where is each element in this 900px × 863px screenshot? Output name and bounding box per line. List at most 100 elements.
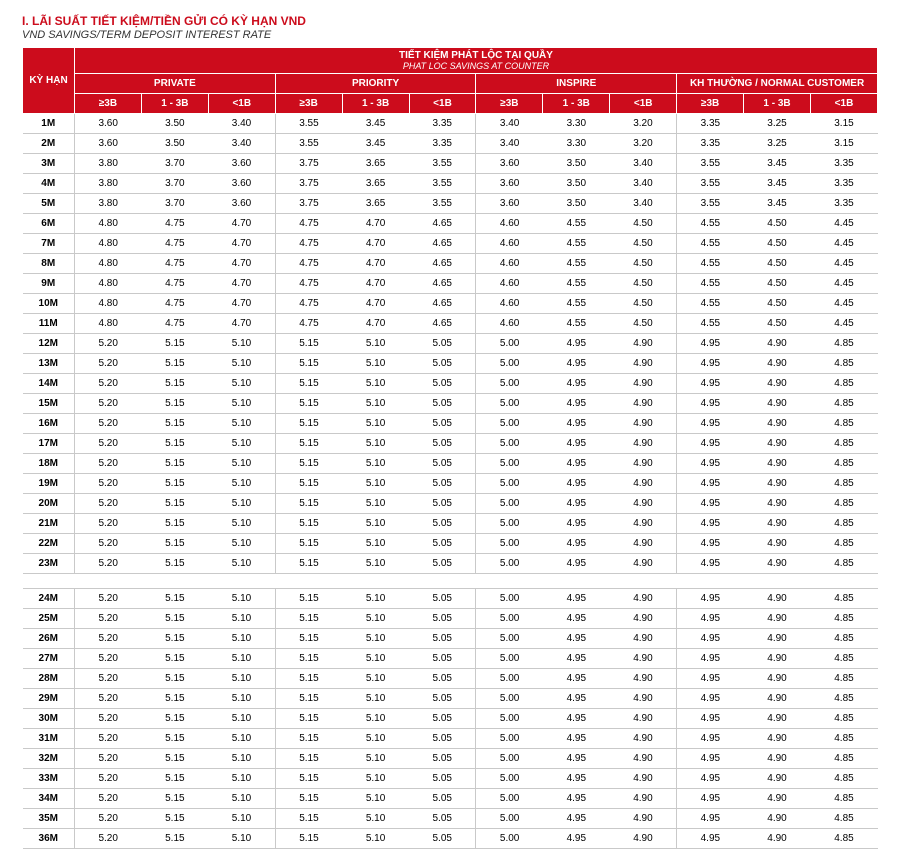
table-row: 25M5.205.155.105.155.105.055.004.954.904…	[23, 609, 878, 629]
value-cell: 5.15	[141, 394, 208, 414]
value-cell: 4.85	[810, 414, 877, 434]
value-cell: 5.15	[141, 609, 208, 629]
value-cell: 4.90	[744, 454, 811, 474]
term-cell: 35M	[23, 809, 75, 829]
term-cell: 29M	[23, 689, 75, 709]
value-cell: 5.10	[342, 749, 409, 769]
value-cell: 4.95	[677, 534, 744, 554]
value-cell: 5.05	[409, 474, 476, 494]
header-tier: 1 - 3B	[141, 94, 208, 114]
value-cell: 5.10	[342, 514, 409, 534]
header-tier: ≥3B	[677, 94, 744, 114]
value-cell: 4.95	[677, 334, 744, 354]
table-row: 22M5.205.155.105.155.105.055.004.954.904…	[23, 534, 878, 554]
table-row: 27M5.205.155.105.155.105.055.004.954.904…	[23, 649, 878, 669]
value-cell: 4.55	[677, 234, 744, 254]
value-cell: 3.20	[610, 134, 677, 154]
value-cell: 3.40	[476, 114, 543, 134]
header-tier: ≥3B	[476, 94, 543, 114]
value-cell: 3.65	[342, 154, 409, 174]
value-cell: 4.75	[141, 214, 208, 234]
value-cell: 4.50	[610, 314, 677, 334]
value-cell: 5.10	[208, 534, 275, 554]
value-cell: 4.45	[810, 274, 877, 294]
value-cell: 3.50	[543, 194, 610, 214]
value-cell: 4.70	[342, 274, 409, 294]
value-cell: 5.20	[75, 689, 142, 709]
value-cell: 4.85	[810, 649, 877, 669]
value-cell: 4.95	[543, 434, 610, 454]
value-cell: 4.55	[677, 214, 744, 234]
value-cell: 4.95	[677, 374, 744, 394]
value-cell: 4.85	[810, 514, 877, 534]
value-cell: 4.90	[744, 749, 811, 769]
value-cell: 5.10	[342, 589, 409, 609]
value-cell: 4.95	[677, 729, 744, 749]
header-group-private: PRIVATE	[75, 74, 276, 94]
term-cell: 20M	[23, 494, 75, 514]
value-cell: 4.65	[409, 234, 476, 254]
value-cell: 5.15	[141, 649, 208, 669]
value-cell: 4.95	[677, 434, 744, 454]
value-cell: 4.95	[543, 454, 610, 474]
header-group-priority: PRIORITY	[275, 74, 476, 94]
header-group-normal: KH THƯỜNG / NORMAL CUSTOMER	[677, 74, 878, 94]
value-cell: 4.60	[476, 314, 543, 334]
value-cell: 4.90	[610, 534, 677, 554]
value-cell: 4.55	[677, 254, 744, 274]
value-cell: 5.10	[342, 789, 409, 809]
value-cell: 5.20	[75, 394, 142, 414]
value-cell: 5.10	[342, 414, 409, 434]
table-row: 5M3.803.703.603.753.653.553.603.503.403.…	[23, 194, 878, 214]
value-cell: 5.00	[476, 729, 543, 749]
value-cell: 3.60	[75, 134, 142, 154]
value-cell: 5.15	[141, 554, 208, 574]
value-cell: 4.45	[810, 314, 877, 334]
value-cell: 3.80	[75, 174, 142, 194]
value-cell: 4.95	[543, 514, 610, 534]
value-cell: 5.15	[275, 394, 342, 414]
spacer-row	[23, 574, 878, 589]
value-cell: 3.35	[409, 114, 476, 134]
value-cell: 3.45	[744, 174, 811, 194]
value-cell: 4.50	[610, 214, 677, 234]
value-cell: 4.75	[275, 314, 342, 334]
value-cell: 4.90	[744, 514, 811, 534]
value-cell: 4.85	[810, 749, 877, 769]
value-cell: 4.95	[543, 809, 610, 829]
value-cell: 5.05	[409, 589, 476, 609]
value-cell: 4.95	[543, 789, 610, 809]
term-cell: 2M	[23, 134, 75, 154]
value-cell: 4.90	[610, 414, 677, 434]
value-cell: 3.60	[75, 114, 142, 134]
value-cell: 5.05	[409, 414, 476, 434]
value-cell: 3.20	[610, 114, 677, 134]
value-cell: 5.15	[275, 514, 342, 534]
term-cell: 13M	[23, 354, 75, 374]
value-cell: 5.15	[141, 494, 208, 514]
value-cell: 4.90	[610, 474, 677, 494]
value-cell: 4.70	[208, 254, 275, 274]
value-cell: 4.95	[543, 334, 610, 354]
value-cell: 4.85	[810, 629, 877, 649]
value-cell: 5.10	[342, 434, 409, 454]
value-cell: 5.15	[141, 769, 208, 789]
value-cell: 4.90	[744, 394, 811, 414]
value-cell: 5.00	[476, 474, 543, 494]
value-cell: 5.00	[476, 689, 543, 709]
table-row: 28M5.205.155.105.155.105.055.004.954.904…	[23, 669, 878, 689]
value-cell: 4.90	[610, 669, 677, 689]
value-cell: 5.15	[141, 829, 208, 849]
value-cell: 5.10	[342, 454, 409, 474]
value-cell: 5.20	[75, 454, 142, 474]
header-tier: <1B	[208, 94, 275, 114]
value-cell: 5.15	[141, 454, 208, 474]
header-top-main: TIẾT KIỆM PHÁT LỘC TẠI QUẦY	[399, 50, 553, 61]
value-cell: 5.10	[342, 474, 409, 494]
header-tier: 1 - 3B	[342, 94, 409, 114]
value-cell: 5.10	[208, 629, 275, 649]
value-cell: 4.95	[677, 689, 744, 709]
term-cell: 9M	[23, 274, 75, 294]
value-cell: 5.20	[75, 649, 142, 669]
header-top: TIẾT KIỆM PHÁT LỘC TẠI QUẦY PHAT LOC SAV…	[75, 48, 878, 74]
